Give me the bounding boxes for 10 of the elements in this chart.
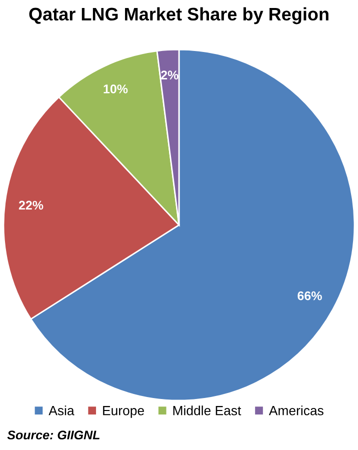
data-label: 2% — [161, 70, 178, 80]
legend-label: Europe — [103, 406, 144, 418]
chart-title: Qatar LNG Market Share by Region — [29, 7, 328, 24]
legend-label: Middle East — [173, 406, 242, 416]
legend-label: Americas — [268, 406, 324, 416]
data-label: 66% — [298, 291, 322, 300]
data-label: 22% — [18, 200, 44, 210]
legend-label: Asia — [48, 406, 74, 416]
source-note: Source: GIIGNL — [7, 430, 100, 440]
data-label: 10% — [104, 84, 128, 94]
